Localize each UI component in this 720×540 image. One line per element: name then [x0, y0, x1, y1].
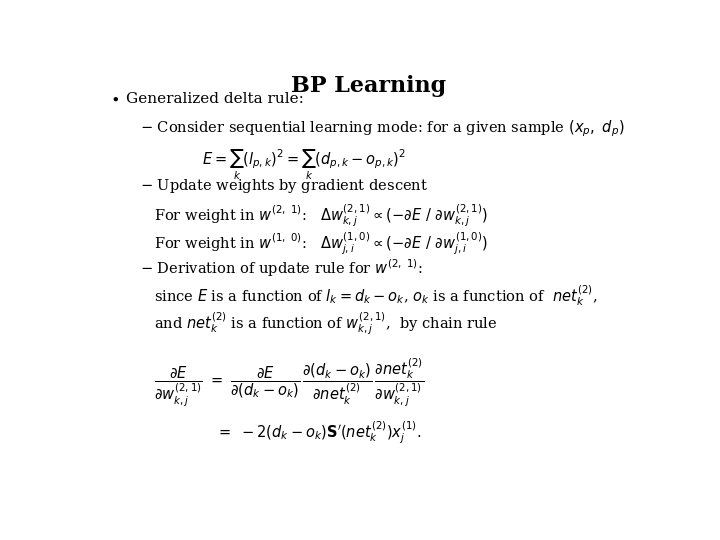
- Text: $=\ -2(d_k - o_k)\mathbf{S}'(net_k^{(2)})x_j^{(1)}.$: $=\ -2(d_k - o_k)\mathbf{S}'(net_k^{(2)}…: [215, 419, 420, 446]
- Text: BP Learning: BP Learning: [292, 75, 446, 97]
- Text: since $E$ is a function of $l_k = d_k - o_k$, $o_k$ is a function of  $net_k^{(2: since $E$ is a function of $l_k = d_k - …: [154, 284, 598, 308]
- Text: $-$ Derivation of update rule for $w^{(2,\ 1)}$:: $-$ Derivation of update rule for $w^{(2…: [140, 257, 423, 279]
- Text: $-$ Consider sequential learning mode: for a given sample $(x_p,\ d_p)$: $-$ Consider sequential learning mode: f…: [140, 119, 625, 139]
- Text: $-$ Update weights by gradient descent: $-$ Update weights by gradient descent: [140, 177, 428, 195]
- Text: $E = \sum_k(l_{p,k})^2 = \sum_k(d_{p,k} - o_{p,k})^2$: $E = \sum_k(l_{p,k})^2 = \sum_k(d_{p,k} …: [202, 148, 405, 182]
- Text: For weight in $w^{(2,\ 1)}$:   $\Delta w^{(2,1)}_{k,j} \propto (-\partial E\ /\ : For weight in $w^{(2,\ 1)}$: $\Delta w^{…: [154, 203, 488, 230]
- Text: For weight in $w^{(1,\ 0)}$:   $\Delta w^{(1,0)}_{j,i} \propto (-\partial E\ /\ : For weight in $w^{(1,\ 0)}$: $\Delta w^{…: [154, 230, 488, 257]
- Text: $\bullet$: $\bullet$: [109, 92, 119, 106]
- Text: and $net_k^{(2)}$ is a function of $w^{(2,1)}_{k,j}$,  by chain rule: and $net_k^{(2)}$ is a function of $w^{(…: [154, 310, 498, 337]
- Text: Generalized delta rule:: Generalized delta rule:: [126, 92, 304, 106]
- Text: $\dfrac{\partial E}{\partial w^{(2,1)}_{k,j}}\ =\ \dfrac{\partial E}{\partial (d: $\dfrac{\partial E}{\partial w^{(2,1)}_{…: [154, 356, 424, 408]
